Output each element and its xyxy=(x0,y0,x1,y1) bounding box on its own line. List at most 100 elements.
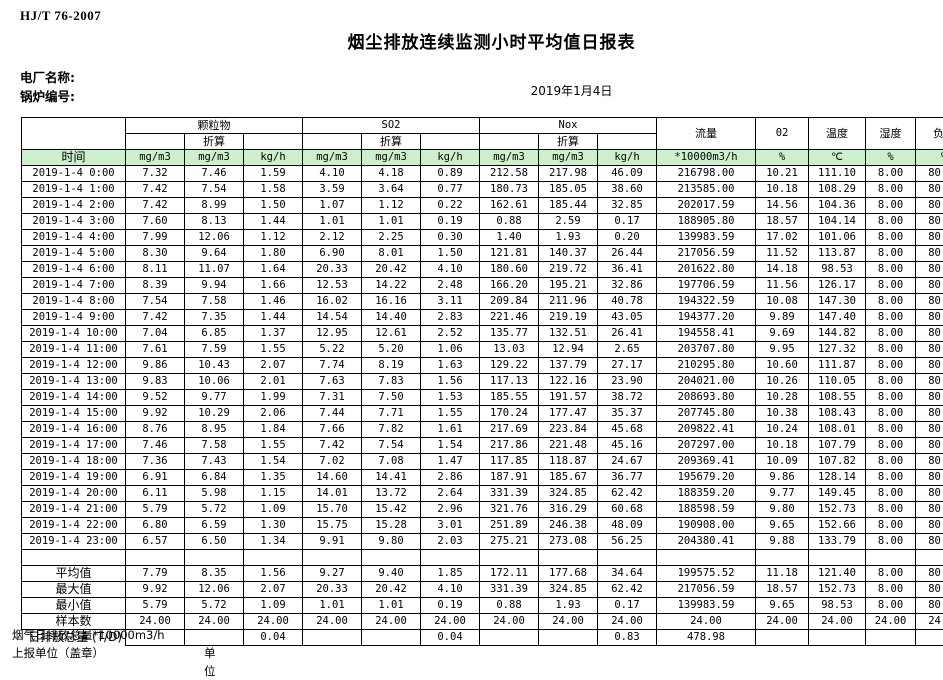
cell-time: 2019-1-4 13:00 xyxy=(22,374,126,390)
cell-value: 9.94 xyxy=(185,278,244,294)
cell-value: 7.46 xyxy=(185,166,244,182)
page-title: 烟尘排放连续监测小时平均值日报表 xyxy=(0,28,943,53)
cell-value: 1.46 xyxy=(244,294,303,310)
cell-value: 1.93 xyxy=(539,230,598,246)
cell-value: 10.18 xyxy=(756,182,809,198)
cell-value: 7.50 xyxy=(362,390,421,406)
cell-value: 48.09 xyxy=(598,518,657,534)
summary-value: 217056.59 xyxy=(657,582,756,598)
cell-value: 0.77 xyxy=(421,182,480,198)
cell-value: 7.42 xyxy=(126,182,185,198)
summary-value: 62.42 xyxy=(598,582,657,598)
separator-cell xyxy=(22,550,126,566)
separator-cell xyxy=(539,550,598,566)
summary-value: 199575.52 xyxy=(657,566,756,582)
daily-total-value xyxy=(303,630,362,646)
cell-value: 80.00 xyxy=(916,518,943,534)
cell-value: 1.12 xyxy=(362,198,421,214)
cell-value: 128.14 xyxy=(809,470,866,486)
cell-value: 98.53 xyxy=(809,262,866,278)
cell-value: 1.99 xyxy=(244,390,303,406)
cell-value: 8.13 xyxy=(185,214,244,230)
unit-cell: *10000m3/h xyxy=(657,150,756,166)
cell-value: 10.08 xyxy=(756,294,809,310)
cell-time: 2019-1-4 1:00 xyxy=(22,182,126,198)
cell-value: 1.66 xyxy=(244,278,303,294)
cell-value: 1.30 xyxy=(244,518,303,534)
cell-value: 8.00 xyxy=(866,214,916,230)
cell-value: 27.17 xyxy=(598,358,657,374)
cell-value: 36.41 xyxy=(598,262,657,278)
cell-value: 9.69 xyxy=(756,326,809,342)
cell-value: 111.10 xyxy=(809,166,866,182)
cell-value: 80.00 xyxy=(916,358,943,374)
cell-value: 1.12 xyxy=(244,230,303,246)
cell-time: 2019-1-4 10:00 xyxy=(22,326,126,342)
cell-value: 187.91 xyxy=(480,470,539,486)
cell-value: 9.65 xyxy=(756,518,809,534)
cell-value: 8.00 xyxy=(866,182,916,198)
cell-value: 12.94 xyxy=(539,342,598,358)
summary-value: 4.10 xyxy=(421,582,480,598)
unit-cell: mg/m3 xyxy=(362,150,421,166)
cell-value: 18.57 xyxy=(756,214,809,230)
cell-value: 9.91 xyxy=(303,534,362,550)
cell-value: 110.05 xyxy=(809,374,866,390)
column-header-time: 时间 xyxy=(22,150,126,166)
cell-value: 26.41 xyxy=(598,326,657,342)
cell-value: 38.60 xyxy=(598,182,657,198)
unit-cell: mg/m3 xyxy=(185,150,244,166)
group-header-so2: SO2 xyxy=(303,118,480,134)
summary-value: 11.18 xyxy=(756,566,809,582)
footer-block: 烟气日排放总量*10000m3/h 上报单位（盖章） 单位 xyxy=(12,626,165,662)
cell-value: 7.54 xyxy=(362,438,421,454)
cell-value: 207297.00 xyxy=(657,438,756,454)
cell-time: 2019-1-4 2:00 xyxy=(22,198,126,214)
summary-value: 24.00 xyxy=(866,614,916,630)
cell-value: 80.00 xyxy=(916,214,943,230)
cell-value: 14.01 xyxy=(303,486,362,502)
summary-label: 最大值 xyxy=(22,582,126,598)
cell-value: 0.88 xyxy=(480,214,539,230)
cell-value: 7.02 xyxy=(303,454,362,470)
cell-value: 202017.59 xyxy=(657,198,756,214)
cell-value: 140.37 xyxy=(539,246,598,262)
cell-value: 108.29 xyxy=(809,182,866,198)
cell-value: 8.00 xyxy=(866,470,916,486)
separator-cell xyxy=(362,550,421,566)
summary-value: 80.00 xyxy=(916,582,943,598)
cell-value: 195679.20 xyxy=(657,470,756,486)
summary-value: 24.00 xyxy=(362,614,421,630)
cell-value: 7.74 xyxy=(303,358,362,374)
unit-cell: kg/h xyxy=(421,150,480,166)
cell-value: 43.05 xyxy=(598,310,657,326)
cell-value: 1.54 xyxy=(244,454,303,470)
summary-value: 331.39 xyxy=(480,582,539,598)
cell-value: 137.79 xyxy=(539,358,598,374)
cell-value: 80.00 xyxy=(916,390,943,406)
cell-value: 80.00 xyxy=(916,438,943,454)
cell-value: 7.32 xyxy=(126,166,185,182)
cell-value: 223.84 xyxy=(539,422,598,438)
cell-value: 7.36 xyxy=(126,454,185,470)
summary-value: 324.85 xyxy=(539,582,598,598)
cell-value: 204021.00 xyxy=(657,374,756,390)
unit-cell: ℃ xyxy=(809,150,866,166)
cell-value: 207745.80 xyxy=(657,406,756,422)
cell-value: 7.43 xyxy=(185,454,244,470)
cell-value: 219.72 xyxy=(539,262,598,278)
cell-value: 217056.59 xyxy=(657,246,756,262)
cell-value: 10.09 xyxy=(756,454,809,470)
cell-value: 11.56 xyxy=(756,278,809,294)
cell-value: 1.37 xyxy=(244,326,303,342)
cell-value: 1.15 xyxy=(244,486,303,502)
unit-cell: % xyxy=(866,150,916,166)
cell-value: 4.18 xyxy=(362,166,421,182)
cell-value: 60.68 xyxy=(598,502,657,518)
cell-value: 2.03 xyxy=(421,534,480,550)
footer-unit-label: 单位 xyxy=(204,644,216,680)
cell-value: 209822.41 xyxy=(657,422,756,438)
cell-value: 2.48 xyxy=(421,278,480,294)
summary-value: 5.72 xyxy=(185,598,244,614)
